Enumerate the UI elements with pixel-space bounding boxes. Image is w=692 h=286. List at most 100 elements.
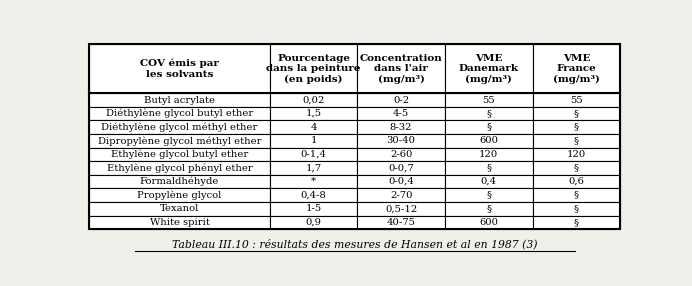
Bar [270, 175, 357, 188]
Bar [533, 93, 620, 107]
Text: §: § [574, 136, 579, 145]
Bar [270, 93, 357, 107]
Text: 600: 600 [480, 218, 498, 227]
Text: *: * [311, 177, 316, 186]
Bar [357, 93, 445, 107]
Bar [445, 188, 533, 202]
Bar [89, 216, 270, 229]
Text: 0-0,7: 0-0,7 [388, 164, 414, 172]
Text: §: § [574, 218, 579, 227]
Bar [445, 148, 533, 161]
Bar [357, 120, 445, 134]
Bar [357, 202, 445, 216]
Text: Diéthylène glycol méthyl ether: Diéthylène glycol méthyl ether [101, 122, 257, 132]
Bar [533, 161, 620, 175]
Text: Tableau III.10 : résultats des mesures de Hansen et al en 1987 (3): Tableau III.10 : résultats des mesures d… [172, 239, 538, 249]
Bar [270, 148, 357, 161]
Text: Formaldhéhyde: Formaldhéhyde [140, 177, 219, 186]
Text: 4-5: 4-5 [393, 109, 409, 118]
Text: 55: 55 [570, 96, 583, 105]
Text: Texanol: Texanol [160, 204, 199, 213]
Bar [89, 44, 620, 229]
Bar [89, 202, 270, 216]
Text: 1,5: 1,5 [305, 109, 322, 118]
Text: Diéthylène glycol butyl ether: Diéthylène glycol butyl ether [106, 109, 253, 118]
Bar [270, 134, 357, 148]
Bar [357, 44, 445, 93]
Bar [89, 161, 270, 175]
Text: 2-60: 2-60 [390, 150, 412, 159]
Text: 0-2: 0-2 [393, 96, 409, 105]
Bar [357, 216, 445, 229]
Bar [357, 134, 445, 148]
Bar [89, 44, 270, 93]
Text: VME
Danemark
(mg/m³): VME Danemark (mg/m³) [459, 54, 519, 84]
Text: §: § [574, 191, 579, 200]
Bar [533, 175, 620, 188]
Text: 0,6: 0,6 [568, 177, 584, 186]
Text: Dipropylène glycol méthyl ether: Dipropylène glycol méthyl ether [98, 136, 261, 146]
Bar [533, 216, 620, 229]
Bar [533, 107, 620, 120]
Text: §: § [486, 123, 491, 132]
Text: Butyl acrylate: Butyl acrylate [144, 96, 215, 105]
Bar [357, 107, 445, 120]
Bar [89, 93, 270, 107]
Bar [533, 134, 620, 148]
Text: §: § [486, 204, 491, 213]
Bar [89, 175, 270, 188]
Text: Ethylène glycol butyl ether: Ethylène glycol butyl ether [111, 150, 248, 159]
Text: 0,9: 0,9 [305, 218, 322, 227]
Text: 40-75: 40-75 [387, 218, 416, 227]
Bar [270, 188, 357, 202]
Bar [89, 148, 270, 161]
Text: White spirit: White spirit [149, 218, 210, 227]
Text: 2-70: 2-70 [390, 191, 412, 200]
Text: 600: 600 [480, 136, 498, 145]
Bar [270, 44, 357, 93]
Bar [89, 134, 270, 148]
Bar [445, 161, 533, 175]
Text: §: § [574, 164, 579, 172]
Text: 0,4-8: 0,4-8 [300, 191, 327, 200]
Text: 1,7: 1,7 [305, 164, 322, 172]
Text: Ethylène glycol phényl ether: Ethylène glycol phényl ether [107, 163, 253, 173]
Text: §: § [486, 164, 491, 172]
Text: VME
France
(mg/m³): VME France (mg/m³) [553, 54, 600, 84]
Bar [357, 161, 445, 175]
Text: 0,5-12: 0,5-12 [385, 204, 417, 213]
Bar [270, 202, 357, 216]
Bar [89, 120, 270, 134]
Bar [89, 188, 270, 202]
Text: Propylène glycol: Propylène glycol [137, 190, 221, 200]
Bar [357, 188, 445, 202]
Bar [270, 107, 357, 120]
Text: 1-5: 1-5 [305, 204, 322, 213]
Bar [445, 93, 533, 107]
Bar [357, 175, 445, 188]
Bar [445, 120, 533, 134]
Text: §: § [574, 123, 579, 132]
Text: 120: 120 [567, 150, 586, 159]
Text: 8-32: 8-32 [390, 123, 412, 132]
Bar [445, 202, 533, 216]
Text: COV émis par
les solvants: COV émis par les solvants [140, 59, 219, 79]
Text: 0-1,4: 0-1,4 [300, 150, 327, 159]
Bar [533, 202, 620, 216]
Text: 0,4: 0,4 [481, 177, 497, 186]
Text: 1: 1 [310, 136, 317, 145]
Text: §: § [574, 109, 579, 118]
Text: §: § [486, 191, 491, 200]
Text: 4: 4 [310, 123, 317, 132]
Bar [445, 134, 533, 148]
Text: Pourcentage
dans la peinture
(en poids): Pourcentage dans la peinture (en poids) [266, 54, 361, 84]
Text: Concentration
dans l'air
(mg/m³): Concentration dans l'air (mg/m³) [360, 54, 442, 84]
Bar [533, 188, 620, 202]
Bar [445, 107, 533, 120]
Bar [357, 148, 445, 161]
Text: 0,02: 0,02 [302, 96, 325, 105]
Bar [533, 44, 620, 93]
Text: §: § [486, 109, 491, 118]
Text: 120: 120 [479, 150, 498, 159]
Text: §: § [574, 204, 579, 213]
